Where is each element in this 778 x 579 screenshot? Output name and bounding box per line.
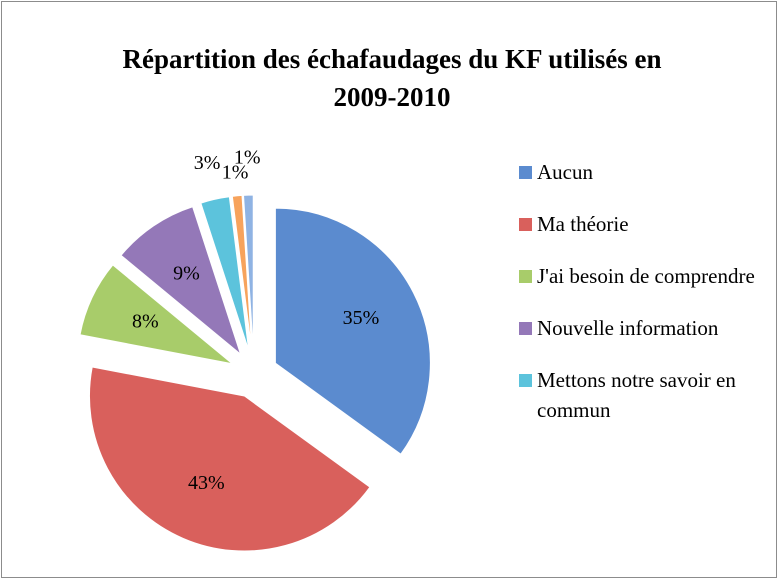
legend-entry: Ma théorie bbox=[519, 209, 764, 239]
pie-slice bbox=[231, 194, 253, 351]
legend-swatch bbox=[519, 374, 532, 387]
pie-slice bbox=[120, 206, 242, 356]
data-label: 43% bbox=[188, 472, 225, 494]
pie-slice bbox=[200, 196, 250, 351]
data-label: 3% bbox=[194, 152, 221, 174]
pie-slice bbox=[88, 366, 371, 552]
legend-label: Nouvelle information bbox=[537, 316, 719, 340]
data-label: 1% bbox=[222, 161, 249, 183]
legend-label: J'ai besoin de comprendre bbox=[537, 264, 755, 288]
legend-entry: Mettons notre savoir en commun bbox=[519, 365, 764, 425]
data-label: 35% bbox=[343, 307, 380, 329]
legend-entry: J'ai besoin de comprendre bbox=[519, 261, 764, 291]
legend-swatch bbox=[519, 322, 532, 335]
data-label: 1% bbox=[234, 147, 261, 169]
data-label: 8% bbox=[132, 310, 159, 332]
legend: Aucun Ma théorie J'ai besoin de comprendre… bbox=[519, 157, 764, 447]
legend-swatch bbox=[519, 166, 532, 179]
legend-swatch bbox=[519, 270, 532, 283]
pie-slice bbox=[79, 264, 233, 365]
legend-entry: Nouvelle information bbox=[519, 313, 764, 343]
pie-slice bbox=[242, 194, 254, 351]
legend-swatch bbox=[519, 218, 532, 231]
legend-label: Ma théorie bbox=[537, 212, 629, 236]
data-label: 9% bbox=[173, 262, 200, 284]
chart-title: Répartition des échafaudages du KF utili… bbox=[122, 44, 662, 112]
legend-label: Mettons notre savoir en commun bbox=[537, 368, 736, 422]
legend-label: Aucun bbox=[537, 160, 593, 184]
legend-entry: Aucun bbox=[519, 157, 764, 187]
pie-slice bbox=[274, 207, 431, 455]
